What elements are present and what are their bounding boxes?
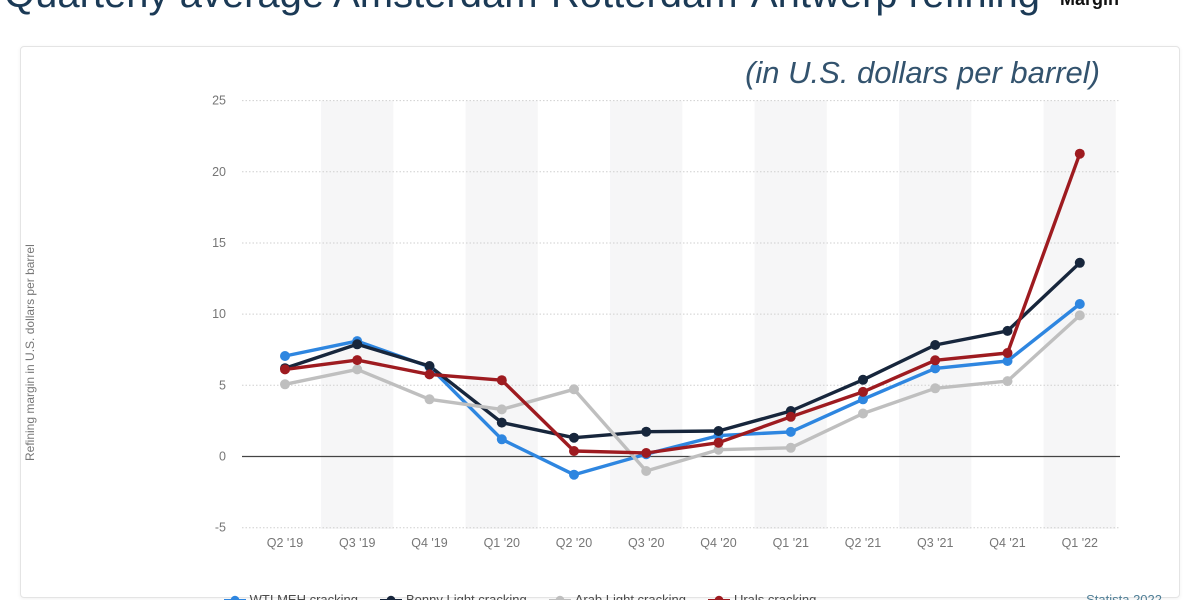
svg-text:Q2 '20: Q2 '20 — [556, 536, 592, 550]
svg-text:Q2 '19: Q2 '19 — [267, 536, 303, 550]
svg-text:-5: -5 — [215, 521, 226, 535]
svg-text:20: 20 — [212, 165, 226, 179]
svg-text:0: 0 — [219, 450, 226, 464]
svg-text:Q4 '19: Q4 '19 — [411, 536, 447, 550]
svg-text:Q1 '20: Q1 '20 — [484, 536, 520, 550]
svg-text:25: 25 — [212, 94, 226, 108]
svg-text:Q2 '21: Q2 '21 — [845, 536, 881, 550]
svg-text:5: 5 — [219, 378, 226, 392]
svg-text:15: 15 — [212, 236, 226, 250]
svg-text:10: 10 — [212, 307, 226, 321]
svg-text:Q3 '19: Q3 '19 — [339, 536, 375, 550]
svg-text:Q3 '20: Q3 '20 — [628, 536, 664, 550]
svg-text:Q4 '20: Q4 '20 — [700, 536, 736, 550]
svg-text:Q3 '21: Q3 '21 — [917, 536, 953, 550]
svg-text:Q1 '22: Q1 '22 — [1062, 536, 1098, 550]
svg-text:Q1 '21: Q1 '21 — [773, 536, 809, 550]
svg-text:Q4 '21: Q4 '21 — [989, 536, 1025, 550]
